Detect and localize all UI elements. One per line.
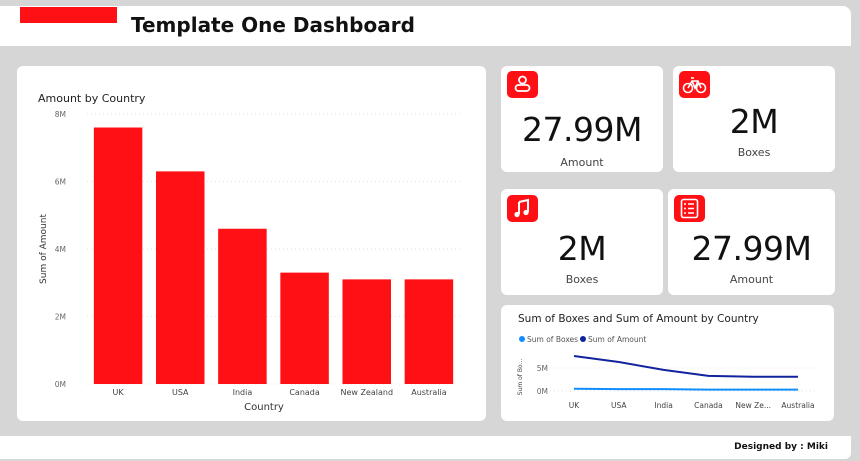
bar-ytick-label: 4M — [55, 245, 66, 254]
series-line-amount[interactable] — [573, 355, 798, 378]
legend-marker-amount — [580, 336, 586, 342]
bar-india[interactable] — [218, 228, 267, 384]
bicycle-icon — [679, 71, 710, 98]
line-xtick-label: Australia — [781, 401, 814, 410]
kpi-value: 27.99M — [522, 110, 642, 149]
bar-chart-title: Amount by Country — [38, 92, 146, 105]
logo-bar — [20, 7, 117, 23]
line-ytick-label: 5M — [537, 364, 548, 373]
line-ytick-label: 0M — [537, 387, 548, 396]
line-xtick-label: New Ze... — [735, 401, 771, 410]
bar-chart-xlabel: Country — [244, 402, 284, 413]
line-chart-ylabel: Sum of Bo... — [517, 359, 524, 396]
bar-xtick-label: Australia — [411, 388, 446, 397]
kpi-label: Amount — [560, 156, 604, 169]
kpi-card-boxes-2[interactable]: 2M Boxes — [501, 189, 663, 295]
list-icon — [674, 195, 705, 222]
bar-xtick-label: New Zealand — [340, 388, 393, 397]
bar-ytick-label: 0M — [55, 380, 66, 389]
bar-ytick-label: 6M — [55, 178, 66, 187]
kpi-value: 27.99M — [691, 229, 812, 268]
bar-ytick-label: 8M — [55, 110, 66, 119]
legend-label-amount: Sum of Amount — [588, 335, 646, 344]
footer: Designed by : Miki — [0, 436, 851, 459]
line-legend[interactable]: Sum of Boxes Sum of Amount — [519, 335, 646, 344]
line-xtick-label: India — [654, 401, 672, 410]
kpi-card-boxes[interactable]: 2M Boxes — [673, 66, 835, 172]
bar-chart-ylabel: Sum of Amount — [39, 214, 49, 284]
line-xtick-label: USA — [611, 401, 627, 410]
designer-credit: Designed by : Miki — [734, 442, 828, 452]
bar-australia[interactable] — [404, 279, 454, 384]
kpi-value: 2M — [729, 102, 779, 141]
line-chart[interactable]: Sum of Boxes Sum of Amount Sum of Bo... … — [501, 305, 834, 421]
bar-chart-card[interactable]: Amount by Country 0M 2M 4M 6M 8M UK USA India C… — [17, 66, 486, 421]
bar-xtick-label: India — [233, 388, 253, 397]
bar-canada[interactable] — [280, 272, 329, 384]
kpi-card-amount[interactable]: 27.99M Amount — [501, 66, 663, 172]
bar-uk[interactable] — [93, 127, 143, 385]
bar-chart[interactable]: 0M 2M 4M 6M 8M UK USA India Canada New Zealand Au… — [17, 66, 486, 421]
bar-xtick-label: UK — [113, 388, 125, 397]
legend-label-boxes: Sum of Boxes — [527, 335, 578, 344]
bar-xtick-label: USA — [172, 388, 189, 397]
kpi-value: 2M — [557, 229, 607, 268]
line-xtick-label: UK — [569, 401, 580, 410]
line-xtick-label: Canada — [694, 401, 723, 410]
kpi-card-amount-2[interactable]: 27.99M Amount — [668, 189, 835, 295]
page-title: Template One Dashboard — [131, 13, 415, 37]
series-line-boxes[interactable] — [573, 387, 798, 391]
kpi-label: Boxes — [565, 273, 599, 286]
kpi-label: Amount — [729, 273, 774, 286]
kpi-label: Boxes — [737, 146, 771, 159]
line-chart-title: Sum of Boxes and Sum of Amount by Countr… — [518, 313, 759, 325]
bar-xtick-label: Canada — [289, 388, 320, 397]
header: Template One Dashboard — [0, 6, 851, 46]
bar-new-zealand[interactable] — [342, 279, 391, 384]
legend-marker-boxes — [519, 336, 525, 342]
line-chart-card[interactable]: Sum of Boxes and Sum of Amount by Countr… — [501, 305, 834, 421]
music-note-icon — [507, 195, 538, 222]
person-icon — [507, 71, 538, 98]
bar-ytick-label: 2M — [55, 313, 66, 322]
bar-usa[interactable] — [156, 171, 205, 384]
